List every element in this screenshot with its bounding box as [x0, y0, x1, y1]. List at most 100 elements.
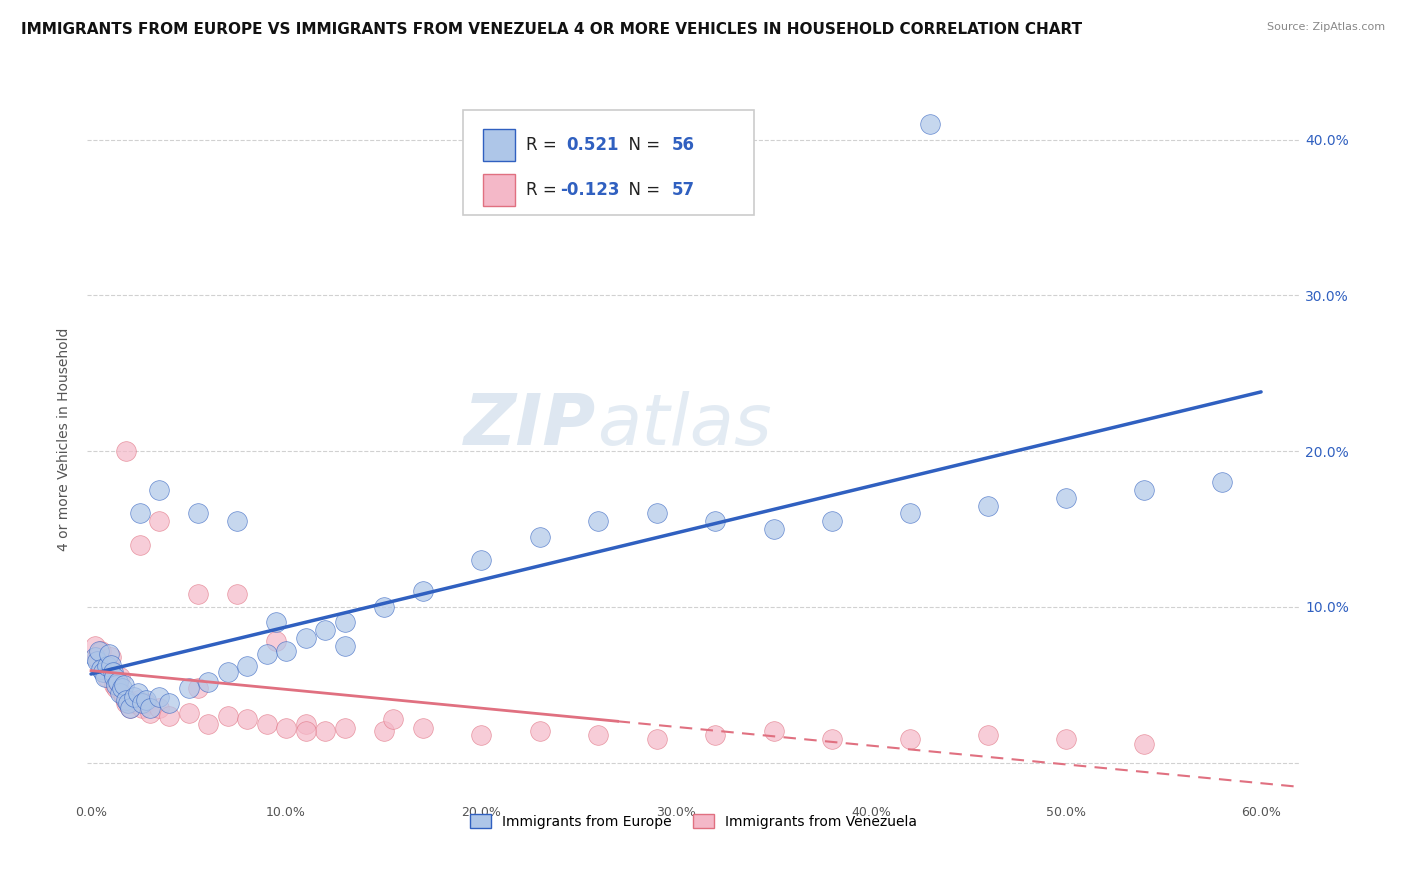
Point [105, 678, 128, 692]
Point [373, 724, 395, 739]
Point [118, 701, 141, 715]
Point [115, 697, 138, 711]
Point [87, 643, 110, 657]
Point [217, 709, 239, 723]
Point [103, 670, 125, 684]
Point [197, 674, 219, 689]
Point [412, 722, 434, 736]
Point [128, 538, 150, 552]
Point [821, 514, 844, 528]
Point [93, 670, 115, 684]
Point [148, 701, 170, 715]
Point [112, 678, 135, 692]
Point [118, 701, 141, 715]
Point [314, 624, 336, 638]
Point [256, 716, 278, 731]
Point [127, 693, 149, 707]
Point [1054, 491, 1077, 505]
Point [107, 674, 129, 689]
Point [177, 706, 200, 720]
Point [226, 587, 249, 601]
Point [148, 514, 170, 528]
Point [97, 647, 120, 661]
Point [294, 724, 316, 739]
Point [157, 709, 180, 723]
Point [110, 670, 132, 684]
Point [111, 681, 134, 695]
Point [187, 507, 209, 521]
Point [107, 674, 129, 689]
Point [148, 483, 170, 497]
FancyBboxPatch shape [482, 128, 516, 161]
Point [117, 693, 139, 707]
Point [645, 732, 668, 747]
Point [529, 724, 551, 739]
Point [101, 665, 124, 680]
Point [704, 514, 727, 528]
Point [1133, 737, 1156, 751]
Point [373, 599, 395, 614]
Point [148, 690, 170, 705]
Point [412, 584, 434, 599]
Point [122, 697, 145, 711]
Point [217, 665, 239, 680]
Text: atlas: atlas [596, 391, 772, 459]
Point [294, 631, 316, 645]
Point [529, 530, 551, 544]
Point [138, 701, 160, 715]
Text: Source: ZipAtlas.com: Source: ZipAtlas.com [1267, 22, 1385, 32]
Text: IMMIGRANTS FROM EUROPE VS IMMIGRANTS FROM VENEZUELA 4 OR MORE VEHICLES IN HOUSEH: IMMIGRANTS FROM EUROPE VS IMMIGRANTS FRO… [21, 22, 1083, 37]
Point [187, 587, 209, 601]
Point [382, 712, 405, 726]
Point [128, 507, 150, 521]
Point [274, 643, 297, 657]
FancyBboxPatch shape [482, 174, 516, 206]
Point [115, 693, 138, 707]
Point [112, 690, 135, 705]
Point [898, 507, 921, 521]
Point [105, 681, 128, 695]
Point [101, 670, 124, 684]
Point [87, 654, 110, 668]
Point [91, 662, 114, 676]
Point [314, 724, 336, 739]
Point [236, 712, 259, 726]
Point [177, 681, 200, 695]
Text: ZIP: ZIP [464, 391, 596, 459]
Point [100, 649, 122, 664]
Point [96, 670, 118, 684]
Text: N =: N = [619, 136, 666, 153]
Point [90, 662, 112, 676]
Point [135, 697, 157, 711]
Point [226, 514, 249, 528]
Point [115, 444, 138, 458]
Point [135, 693, 157, 707]
Point [256, 647, 278, 661]
Point [187, 681, 209, 695]
Point [470, 728, 492, 742]
Point [918, 117, 941, 131]
Y-axis label: 4 or more Vehicles in Household: 4 or more Vehicles in Household [58, 328, 72, 551]
Text: R =: R = [526, 181, 562, 199]
Point [1054, 732, 1077, 747]
Point [84, 639, 107, 653]
Point [138, 706, 160, 720]
Point [197, 716, 219, 731]
Point [266, 634, 288, 648]
Point [91, 665, 114, 680]
Text: N =: N = [619, 181, 666, 199]
FancyBboxPatch shape [463, 110, 754, 215]
Point [131, 701, 153, 715]
Point [470, 553, 492, 567]
Point [704, 728, 727, 742]
Point [645, 507, 668, 521]
Point [103, 678, 125, 692]
Point [898, 732, 921, 747]
Point [1211, 475, 1233, 490]
Point [762, 724, 785, 739]
Text: 56: 56 [672, 136, 695, 153]
Point [157, 697, 180, 711]
Point [131, 697, 153, 711]
Point [122, 690, 145, 705]
Point [96, 659, 118, 673]
